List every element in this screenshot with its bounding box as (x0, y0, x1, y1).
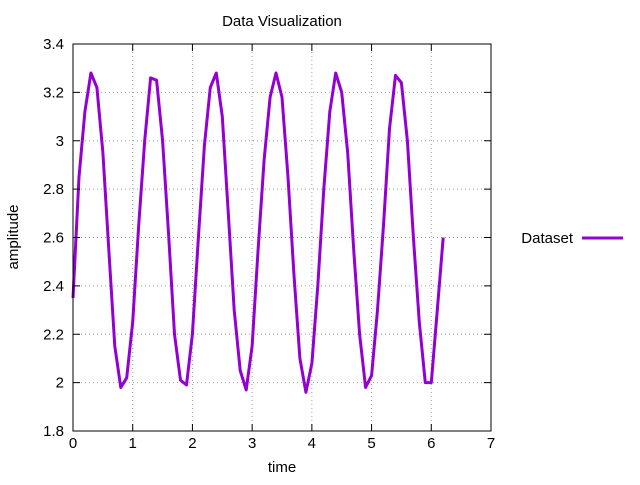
y-axis-label: amplitude (5, 204, 22, 269)
y-tick-label: 3 (56, 133, 64, 150)
axis-ticks (72, 43, 492, 432)
x-axis-tick-labels: 0 1 2 3 4 5 6 7 (69, 435, 495, 452)
y-tick-label: 3.4 (43, 36, 64, 53)
x-tick-label: 2 (188, 435, 196, 452)
x-tick-label: 7 (487, 435, 495, 452)
x-tick-label: 6 (427, 435, 435, 452)
y-axis-tick-labels: 1.8 2 2.2 2.4 2.6 2.8 3 3.2 3.4 (43, 36, 64, 440)
series-layer (71, 71, 445, 394)
y-tick-label: 3.2 (43, 84, 64, 101)
y-tick-label: 2.8 (43, 181, 64, 198)
y-tick-label: 2 (56, 375, 64, 392)
legend: Dataset (521, 230, 623, 247)
legend-label: Dataset (521, 230, 574, 247)
series-line-0 (71, 71, 445, 394)
x-tick-label: 1 (129, 435, 137, 452)
y-tick-label: 2.4 (43, 278, 64, 295)
x-tick-label: 3 (248, 435, 256, 452)
chart-title: Data Visualization (222, 13, 342, 30)
x-axis-label: time (268, 459, 296, 476)
x-tick-label: 4 (308, 435, 316, 452)
y-tick-label: 2.6 (43, 230, 64, 247)
x-tick-label: 0 (69, 435, 77, 452)
y-tick-label: 2.2 (43, 326, 64, 343)
x-tick-label: 5 (367, 435, 375, 452)
y-tick-label: 1.8 (43, 423, 64, 440)
